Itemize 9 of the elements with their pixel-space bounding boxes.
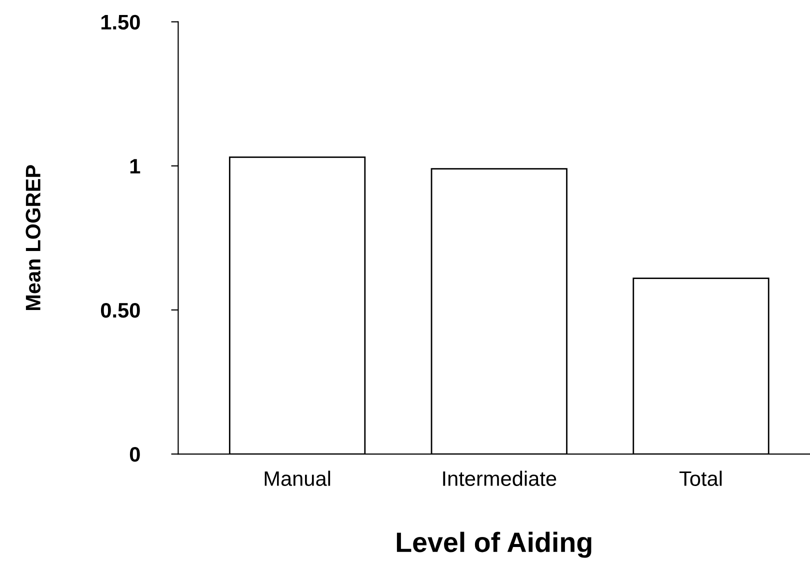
y-tick-label: 0	[130, 447, 140, 462]
y-tick-label: 1	[130, 159, 140, 174]
y-tick-label: 1.50	[101, 14, 140, 30]
y-tick-label: 0.50	[100, 302, 140, 318]
x-tick-label: Manual	[264, 470, 330, 486]
y-axis-title: Mean LOGREP	[26, 165, 40, 310]
x-tick-label: Total	[679, 470, 722, 486]
x-axis-title: Level of Aiding	[396, 532, 592, 558]
x-tick-label: Intermediate	[443, 470, 556, 486]
